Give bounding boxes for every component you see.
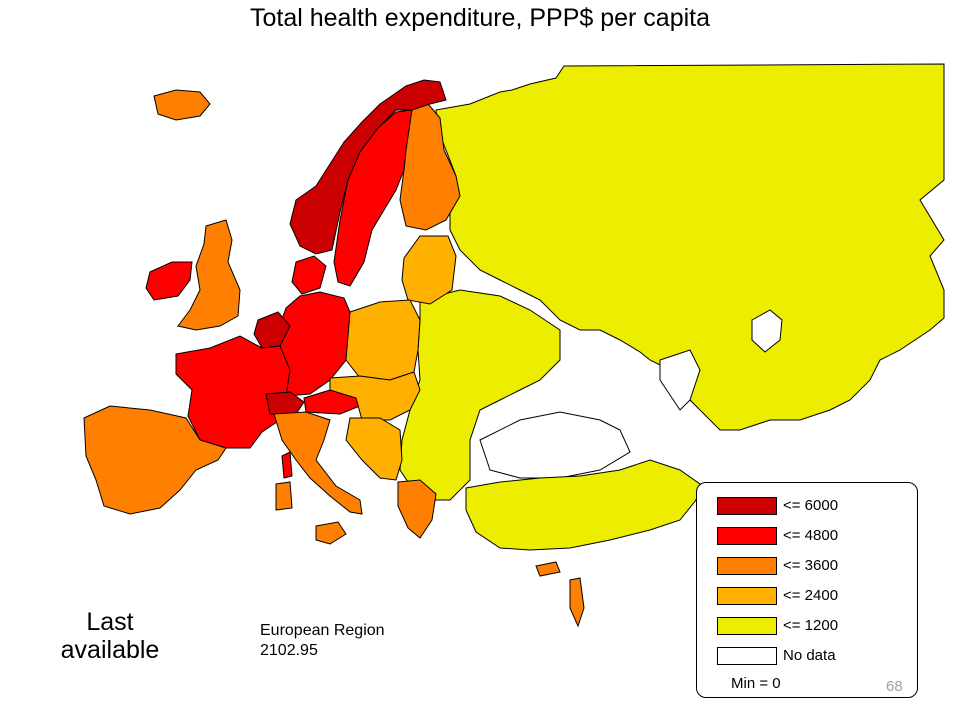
region-turkey xyxy=(465,459,701,551)
region-france xyxy=(175,335,291,449)
region-cyprus xyxy=(535,561,561,577)
region-uk xyxy=(177,219,241,331)
region-sweden xyxy=(333,109,413,287)
legend-swatch xyxy=(717,557,777,575)
legend-swatch xyxy=(717,527,777,545)
legend-swatch xyxy=(717,587,777,605)
legend-swatch xyxy=(717,647,777,665)
legend-swatch xyxy=(717,617,777,635)
legend-label: <= 2400 xyxy=(783,587,839,604)
legend-label: <= 1200 xyxy=(783,617,839,634)
legend-label: <= 6000 xyxy=(783,497,839,514)
region-ireland xyxy=(145,261,193,301)
region-switzerland xyxy=(265,391,305,415)
region-caspian xyxy=(659,349,701,411)
region-greece xyxy=(397,479,437,539)
region-iceland xyxy=(153,89,211,121)
region-sardinia xyxy=(275,481,293,511)
legend-min-label: Min = 0 xyxy=(731,675,781,692)
legend-label: <= 3600 xyxy=(783,557,839,574)
region-poland xyxy=(345,299,421,381)
region-central-europe xyxy=(329,371,421,421)
legend-swatch xyxy=(717,497,777,515)
region-label: European Region xyxy=(260,622,385,639)
region-russia xyxy=(435,63,945,431)
note-line-2: available xyxy=(60,636,160,664)
region-baltics xyxy=(401,235,457,305)
region-iberia xyxy=(83,405,227,515)
region-norway xyxy=(289,79,447,255)
region-israel xyxy=(569,577,585,628)
region-lake xyxy=(751,309,783,353)
note-line-1: Last xyxy=(86,608,134,636)
region-italy xyxy=(273,411,363,515)
page-number: 68 xyxy=(886,678,903,695)
map-title: Total health expenditure, PPP$ per capit… xyxy=(249,4,711,32)
last-available-note: Last available xyxy=(50,608,170,664)
legend-label: <= 4800 xyxy=(783,527,839,544)
region-balkans-west xyxy=(345,417,403,481)
region-corsica xyxy=(281,451,293,479)
region-black-sea xyxy=(479,411,631,479)
region-denmark xyxy=(291,255,327,295)
legend: <= 6000 <= 4800 <= 3600 <= 2400 <= 1200 … xyxy=(696,482,918,698)
legend-label: No data xyxy=(783,647,836,664)
region-sicily xyxy=(315,521,347,545)
region-value: 2102.95 xyxy=(260,642,318,659)
